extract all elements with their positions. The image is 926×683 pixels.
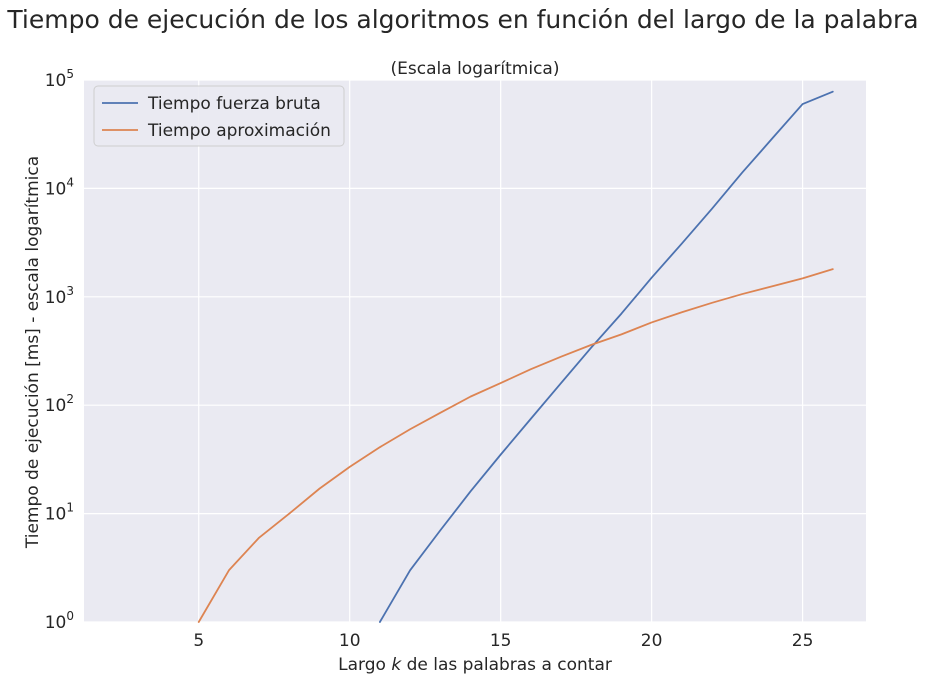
y-tick-label: 100 [45,609,74,633]
y-tick-label: 103 [45,284,74,308]
y-tick-label: 101 [45,501,74,525]
chart-title: (Escala logarítmica) [391,59,560,79]
y-tick-label: 104 [45,175,74,199]
series-line-0 [378,90,834,623]
x-axis-label-var: k [391,655,402,675]
x-tick-label: 10 [339,631,361,651]
series-line-1 [197,268,834,623]
series-layer [197,90,834,623]
x-tick-label: 15 [490,631,512,651]
y-axis-label: Tiempo de ejecución [ms] - escala logarí… [23,156,43,549]
y-tick-label: 105 [45,67,74,91]
legend-entry-brute-force: Tiempo fuerza bruta [147,94,321,114]
y-tick-labels: 100 101 102 103 104 105 [45,67,74,633]
legend-entry-approximation: Tiempo aproximación [147,121,331,141]
x-tick-label: 20 [641,631,663,651]
x-axis-label: Largo k de las palabras a contar [338,655,612,675]
x-tick-labels: 5 10 15 20 25 [193,631,813,651]
legend-box [93,85,345,147]
x-tick-label: 5 [193,631,204,651]
plot-area [84,80,866,622]
grid-lines [84,79,866,623]
x-axis-label-pre: Largo [338,655,391,675]
chart-suptitle: Tiempo de ejecución de los algoritmos en… [6,5,918,34]
legend: Tiempo fuerza bruta Tiempo aproximación [93,85,345,147]
x-tick-label: 25 [792,631,814,651]
y-tick-label: 102 [45,392,74,416]
x-axis-label-post: de las palabras a contar [401,655,612,675]
